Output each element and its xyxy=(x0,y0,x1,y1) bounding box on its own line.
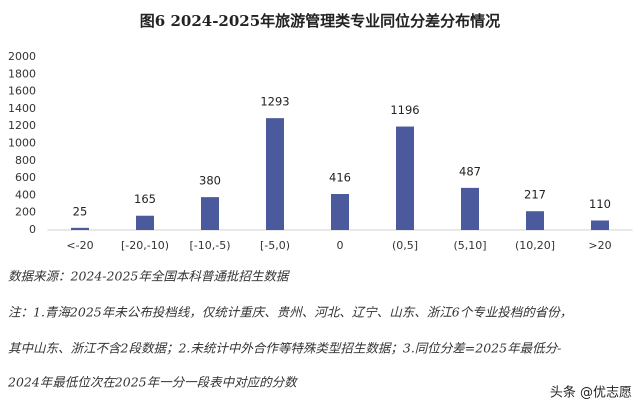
y-tick-label: 1400 xyxy=(8,102,36,115)
x-tick-label: (10,20] xyxy=(515,239,555,252)
bar xyxy=(331,194,349,230)
y-tick-label: 0 xyxy=(29,223,36,236)
y-tick-label: 600 xyxy=(15,171,36,184)
value-label: 380 xyxy=(199,174,221,188)
chart-title: 图6 2024-2025年旅游管理类专业同位分差分布情况 xyxy=(140,12,500,30)
bar xyxy=(396,126,414,230)
value-label: 217 xyxy=(524,188,546,202)
x-tick-label: >20 xyxy=(588,239,611,252)
x-tick-label: [-10,-5) xyxy=(189,239,230,252)
attribution: 头条 @优志愿 xyxy=(550,385,632,401)
bar xyxy=(71,227,89,230)
y-tick-label: 1200 xyxy=(8,119,36,132)
y-tick-label: 400 xyxy=(15,188,36,201)
y-tick-label: 1000 xyxy=(8,137,36,150)
y-tick-label: 1600 xyxy=(8,85,36,98)
x-tick-label: (5,10] xyxy=(453,239,486,252)
bar xyxy=(201,197,219,230)
y-tick-label: 800 xyxy=(15,154,36,167)
x-tick-label: <-20 xyxy=(66,239,93,252)
value-label: 487 xyxy=(459,164,481,178)
x-tick-label: [-20,-10) xyxy=(121,239,169,252)
y-tick-label: 2000 xyxy=(8,50,36,63)
source-note: 数据来源：2024-2025年全国本科普通批招生数据 xyxy=(8,269,291,284)
y-tick-label: 1800 xyxy=(8,67,36,80)
note-line: 注：1.青海2025年未公布投档线，仅统计重庆、贵州、河北、辽宁、山东、浙江6个… xyxy=(8,305,572,320)
note-line: 2024年最低位次在2025年一分一段表中对应的分数 xyxy=(7,375,298,390)
value-label: 110 xyxy=(589,197,611,211)
value-label: 416 xyxy=(329,171,351,185)
bar xyxy=(136,215,154,230)
x-tick-label: [-5,0) xyxy=(260,239,290,252)
y-tick-label: 200 xyxy=(15,206,36,219)
note-line: 其中山东、浙江不含2段数据；2.未统计中外合作等特殊类型招生数据；3.同位分差=… xyxy=(8,341,561,356)
bar xyxy=(526,211,544,230)
x-tick-label: (0,5] xyxy=(392,239,418,252)
bar xyxy=(461,187,479,230)
bar xyxy=(591,220,609,230)
value-label: 1293 xyxy=(260,95,289,109)
value-label: 1196 xyxy=(390,103,419,117)
value-label: 25 xyxy=(73,204,88,218)
value-label: 165 xyxy=(134,192,156,206)
x-tick-label: 0 xyxy=(337,239,344,252)
bar xyxy=(266,118,284,230)
